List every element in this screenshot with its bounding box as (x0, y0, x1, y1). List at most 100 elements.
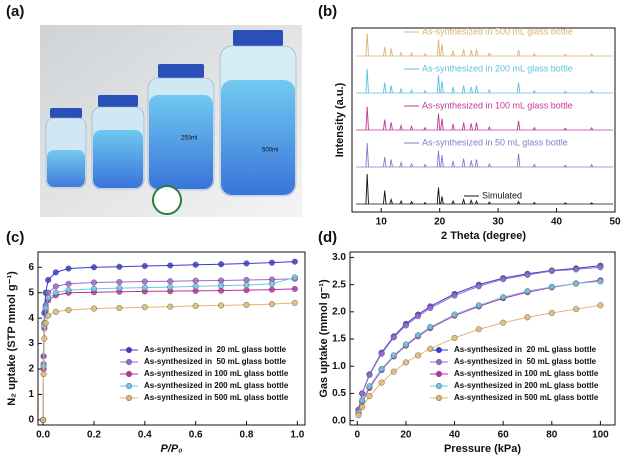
data-point (597, 302, 604, 309)
peak (563, 202, 567, 205)
data-point (268, 280, 275, 287)
peak (436, 150, 441, 168)
legend-marker (436, 383, 443, 390)
legend-label: As-synthesized in 50 mL glass bottle (454, 357, 597, 366)
peak (589, 127, 594, 131)
data-point (500, 319, 507, 326)
data-point (378, 365, 385, 372)
legend-marker (436, 359, 443, 366)
data-point (243, 260, 250, 267)
data-point (243, 276, 250, 283)
peak (409, 125, 414, 131)
peak (409, 162, 414, 168)
peak (487, 162, 492, 168)
data-point (402, 341, 409, 348)
legend-label: As-synthesized in 100 mL glass bottle (144, 369, 289, 378)
data-point (45, 289, 52, 296)
y-axis-label: N₂ uptake (STP mmol g⁻¹) (6, 271, 18, 406)
peak (461, 158, 466, 168)
data-point (366, 393, 373, 400)
peak (461, 85, 466, 94)
y-tick-label: 0.0 (332, 415, 346, 426)
data-point (291, 274, 298, 281)
data-point (291, 258, 298, 265)
data-point (573, 280, 580, 287)
peak (487, 201, 492, 205)
data-point (192, 283, 199, 290)
y-tick-label: 0.5 (332, 388, 346, 399)
peak (440, 43, 444, 57)
plot-frame (37, 251, 306, 426)
data-point (116, 285, 123, 292)
peak (382, 46, 387, 57)
peak (516, 200, 521, 205)
data-point (402, 359, 409, 366)
peak (469, 49, 473, 57)
data-point (366, 371, 373, 378)
peak (423, 126, 427, 131)
y-tick-label: 5 (28, 287, 34, 298)
data-point (45, 312, 52, 319)
peak (423, 52, 427, 57)
data-point (524, 288, 531, 295)
peak (451, 50, 455, 57)
panel-label: (b) (318, 3, 337, 20)
legend-label: As-synthesized in 20 mL glass bottle (144, 345, 287, 354)
legend-marker (436, 371, 443, 378)
data-point (90, 305, 97, 312)
peak (474, 49, 479, 57)
data-point (451, 311, 458, 318)
y-tick-label: 4 (28, 313, 34, 324)
peak (474, 199, 479, 205)
peak (487, 52, 492, 57)
panel-label: (c) (6, 229, 24, 246)
data-point (597, 264, 604, 271)
peak (389, 159, 393, 168)
series-label: As-synthesized in 100 mL glass bottle (422, 100, 573, 110)
data-point (90, 264, 97, 271)
x-tick-label: 0 (355, 430, 361, 441)
peak (469, 160, 473, 168)
y-tick-label: 6 (28, 262, 34, 273)
data-point (65, 280, 72, 287)
data-point (42, 320, 49, 327)
peak (389, 197, 393, 205)
peak (532, 126, 537, 131)
peak (461, 49, 466, 57)
x-tick-label: 20 (434, 217, 446, 228)
data-point (65, 265, 72, 272)
peak (365, 142, 369, 168)
peak (382, 82, 387, 94)
peak (399, 87, 403, 94)
peak (469, 86, 473, 94)
data-point (116, 304, 123, 311)
peak (532, 163, 537, 168)
panel-label: (d) (318, 229, 337, 246)
peak (389, 48, 393, 57)
peak (516, 49, 521, 57)
series-label: As-synthesized in 500 mL glass bottle (422, 26, 573, 36)
series-label: Simulated (482, 190, 522, 200)
data-point (243, 301, 250, 308)
data-point (192, 302, 199, 309)
x-tick-label: 100 (592, 430, 609, 441)
y-axis-label: Gas uptake (mmol g⁻¹) (318, 279, 330, 398)
peak (474, 85, 479, 94)
x-tick-label: 20 (400, 430, 412, 441)
x-tick-label: 0.4 (138, 430, 152, 441)
x-tick-label: 60 (498, 430, 510, 441)
data-point (548, 268, 555, 275)
data-point (366, 383, 373, 390)
data-point (141, 262, 148, 269)
y-tick-label: 2.0 (332, 306, 346, 317)
peak (423, 201, 427, 205)
peak (563, 90, 567, 94)
plot-frame (349, 251, 616, 426)
data-point (52, 283, 59, 290)
peak (532, 53, 537, 57)
data-point (291, 285, 298, 292)
data-point (415, 332, 422, 339)
peak (389, 85, 393, 94)
series-label: As-synthesized in 200 mL glass bottle (422, 63, 573, 73)
